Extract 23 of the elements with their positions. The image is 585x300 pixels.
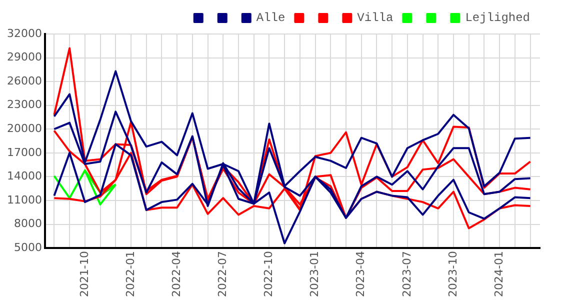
legend-label: Villa xyxy=(357,11,394,26)
y-tick-label: 17000 xyxy=(6,146,42,159)
x-tick-label: 2023-07 xyxy=(400,251,414,298)
x-tick-label: 2023-04 xyxy=(354,251,368,298)
x-tick-label: 2022-10 xyxy=(262,251,276,298)
y-tick-label: 32000 xyxy=(6,26,42,40)
y-tick-label: 26000 xyxy=(6,74,42,88)
y-tick-label: 5000 xyxy=(14,240,42,254)
x-tick-label: 2021-10 xyxy=(78,251,91,298)
y-tick-label: 20000 xyxy=(6,122,42,135)
y-tick-label: 11000 xyxy=(6,193,42,206)
x-tick-label: 2022-07 xyxy=(216,251,229,298)
y-tick-label: 8000 xyxy=(14,217,42,230)
y-tick-label: 14000 xyxy=(6,170,42,183)
x-tick-label: 2023-01 xyxy=(308,251,322,298)
x-tick-label: 2023-10 xyxy=(446,251,460,298)
y-tick-label: 29000 xyxy=(6,50,42,64)
x-tick-label: 2024-01 xyxy=(492,251,506,298)
legend-label: Lejlighed xyxy=(465,11,530,26)
y-tick-label: 23000 xyxy=(6,98,42,112)
legend-label: Alle xyxy=(256,11,286,26)
x-tick-label: 2022-04 xyxy=(170,251,183,298)
x-tick-label: 2022-01 xyxy=(124,251,137,298)
